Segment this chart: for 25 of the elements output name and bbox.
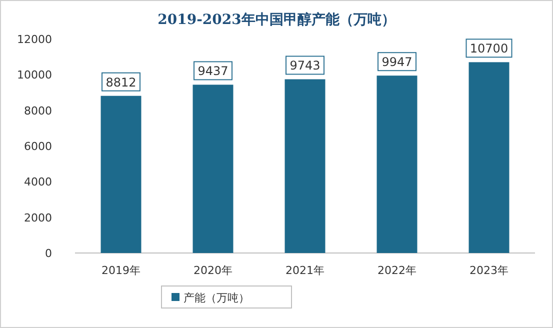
x-tick-label: 2021年	[286, 264, 324, 277]
data-label: 8812	[106, 75, 136, 90]
bar	[376, 76, 418, 253]
x-tick-label: 2023年	[470, 264, 508, 277]
y-tick-label: 6000	[24, 140, 52, 153]
data-label: 9947	[382, 55, 412, 70]
legend-label: 产能（万吨）	[184, 292, 250, 304]
chart-title: 2019-2023年中国甲醇产能（万吨）	[158, 11, 396, 28]
x-tick-label: 2019年	[102, 264, 140, 277]
data-label: 9743	[290, 58, 320, 73]
bar	[192, 84, 234, 253]
bar	[284, 79, 326, 253]
bar	[100, 96, 142, 253]
y-tick-label: 2000	[24, 211, 52, 224]
bar	[468, 62, 510, 253]
data-label: 10700	[470, 42, 508, 56]
y-tick-label: 10000	[17, 68, 52, 82]
y-tick-label: 0	[45, 247, 52, 260]
y-tick-label: 8000	[24, 104, 52, 118]
data-label: 9437	[198, 64, 228, 78]
y-tick-label: 12000	[17, 33, 52, 46]
x-tick-label: 2020年	[194, 264, 232, 277]
legend: 产能（万吨）	[161, 286, 292, 308]
y-tick-label: 4000	[24, 176, 52, 189]
x-tick-label: 2022年	[378, 264, 416, 277]
